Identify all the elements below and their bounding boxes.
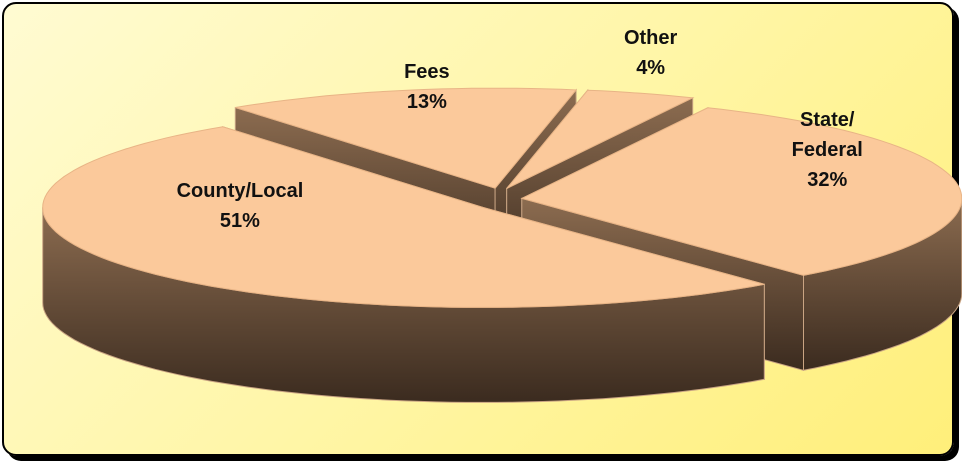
value-label: 4%	[636, 57, 666, 80]
slice-label: State/ Federal 32%	[777, 105, 877, 195]
slice	[235, 87, 578, 189]
slice	[506, 89, 695, 189]
slice-label: Other 4%	[624, 23, 677, 83]
value-label: 51%	[219, 210, 260, 233]
category-label: County/Local	[176, 180, 304, 203]
slice-label: County/Local 51%	[177, 176, 304, 236]
value-label: 32%	[807, 169, 848, 192]
category-label: Fees	[404, 60, 450, 83]
category-label: State/ Federal	[791, 109, 863, 162]
category-label: Other	[623, 27, 678, 50]
slice	[520, 107, 962, 276]
slice	[42, 126, 765, 308]
slice-label: Fees 13%	[404, 57, 450, 117]
value-label: 13%	[406, 90, 447, 113]
